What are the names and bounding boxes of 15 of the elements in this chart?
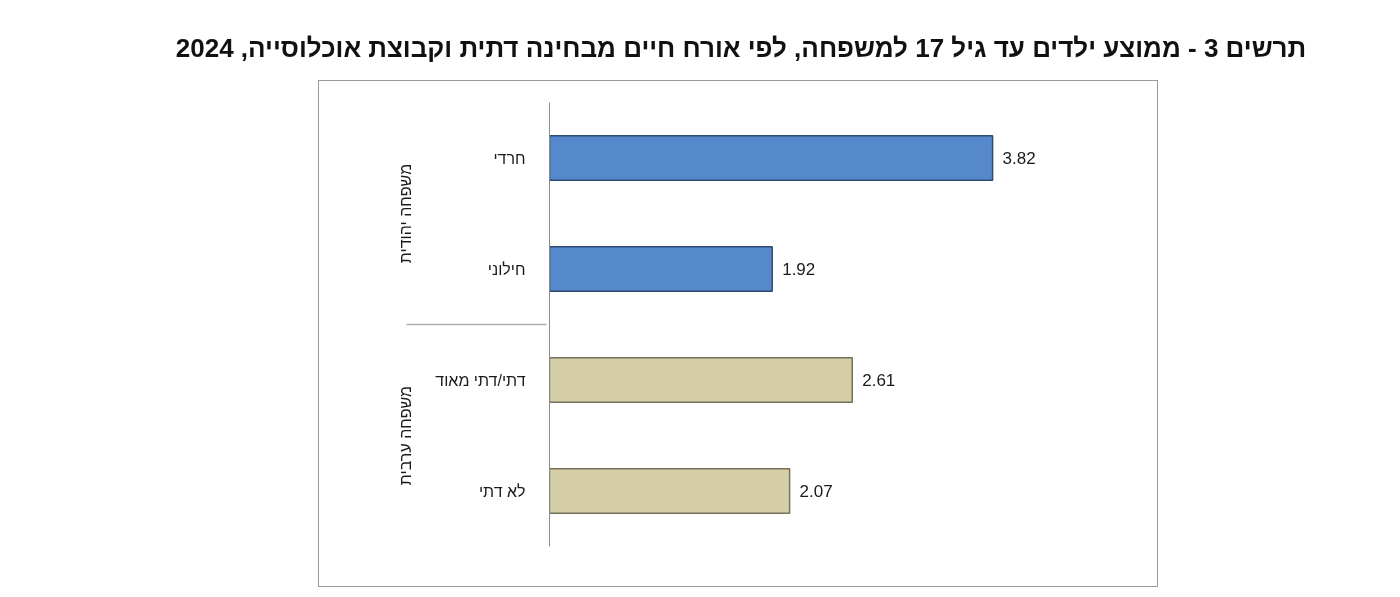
data-label: 2.61 (862, 371, 896, 390)
y-tick-label: לא דתי (478, 482, 526, 500)
y-tick-label: חרדי (493, 149, 526, 167)
bar (549, 246, 773, 292)
data-label: 1.92 (782, 260, 816, 279)
data-label: 3.82 (1002, 149, 1036, 168)
text: משפחה יהודית (397, 163, 415, 264)
bar (549, 468, 791, 514)
bar (549, 135, 994, 181)
y-tick-label: דתי/דתי מאוד (435, 371, 526, 389)
bar (549, 357, 853, 403)
data-label: 2.07 (799, 482, 833, 501)
chart-title: תרשים 3 - ממוצע ילדים עד גיל 17 למשפחה, לפי אורח חיים מבחינה דתית וקבוצת אוכלוסייה, 2024 (174, 32, 1308, 65)
text: משפחה ערבית (397, 385, 415, 486)
y-tick-label: חילוני (487, 260, 526, 278)
